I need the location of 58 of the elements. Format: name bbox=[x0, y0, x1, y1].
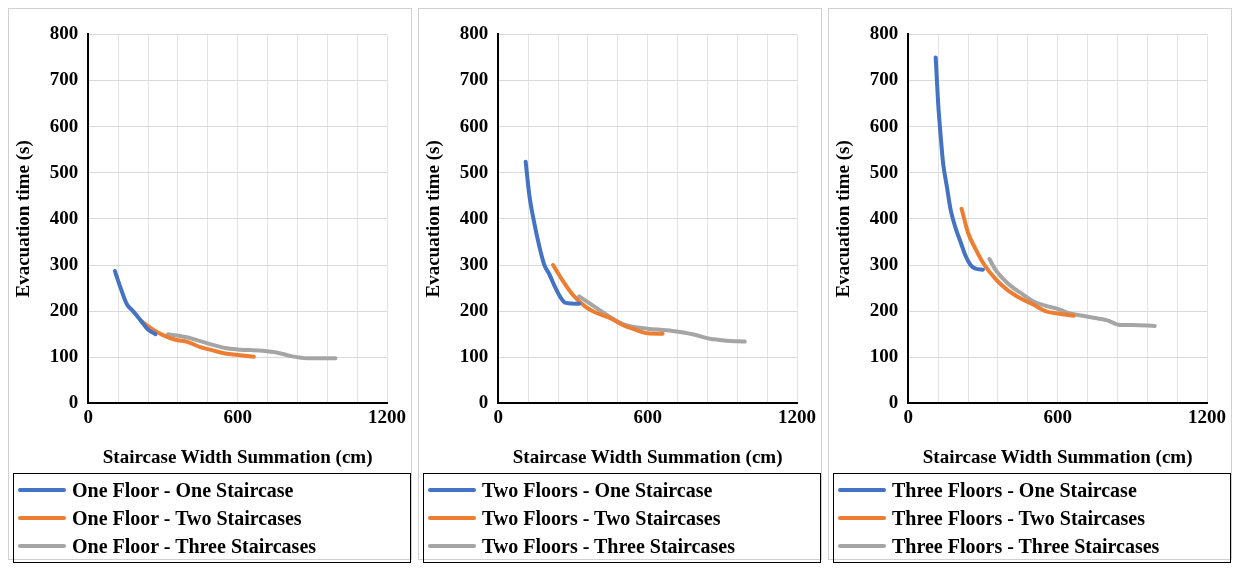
legend-label: Two Floors - One Staircase bbox=[482, 478, 713, 502]
y-tick-label: 300 bbox=[869, 252, 899, 274]
y-tick-label: 600 bbox=[49, 114, 79, 136]
line-series bbox=[933, 55, 985, 272]
y-tick-label: 400 bbox=[459, 206, 489, 228]
legend-label: Two Floors - Two Staircases bbox=[482, 506, 721, 530]
y-tick-label: 400 bbox=[49, 206, 79, 228]
y-tick-label: 800 bbox=[459, 22, 489, 44]
legend-label: Three Floors - One Staircase bbox=[892, 478, 1137, 502]
legend-label: One Floor - Two Staircases bbox=[72, 506, 302, 530]
y-axis-title: Evacuation time (s) bbox=[12, 140, 35, 298]
x-tick-label: 1200 bbox=[368, 405, 406, 427]
y-axis-title: Evacuation time (s) bbox=[422, 140, 445, 298]
x-tick-label: 600 bbox=[1043, 405, 1072, 427]
y-tick-label: 200 bbox=[869, 299, 899, 321]
line-series bbox=[987, 257, 1157, 328]
legend-label: Two Floors - Three Staircases bbox=[482, 534, 735, 558]
line-series bbox=[959, 206, 1076, 318]
y-tick-label: 300 bbox=[49, 252, 79, 274]
y-tick-label: 700 bbox=[459, 68, 489, 90]
x-tick-label: 600 bbox=[633, 405, 662, 427]
y-tick-label: 800 bbox=[49, 22, 79, 44]
y-tick-label: 500 bbox=[869, 160, 899, 182]
y-tick-label: 500 bbox=[49, 160, 79, 182]
y-tick-label: 0 bbox=[888, 391, 899, 413]
y-tick-label: 400 bbox=[869, 206, 899, 228]
y-tick-label: 500 bbox=[459, 160, 489, 182]
y-tick-label: 100 bbox=[459, 345, 489, 367]
y-tick-label: 800 bbox=[869, 22, 899, 44]
y-tick-label: 0 bbox=[478, 391, 489, 413]
y-tick-label: 700 bbox=[869, 68, 899, 90]
y-tick-label: 700 bbox=[49, 68, 79, 90]
y-tick-label: 300 bbox=[459, 252, 489, 274]
y-tick-label: 600 bbox=[459, 114, 489, 136]
x-axis-title: Staircase Width Summation (cm) bbox=[102, 445, 373, 468]
x-axis-title: Staircase Width Summation (cm) bbox=[922, 445, 1193, 468]
y-axis-title: Evacuation time (s) bbox=[832, 140, 855, 298]
y-tick-label: 100 bbox=[49, 345, 79, 367]
line-series bbox=[551, 263, 665, 336]
x-tick-label: 0 bbox=[903, 405, 914, 427]
legend-label: One Floor - Three Staircases bbox=[72, 534, 317, 558]
x-axis-title: Staircase Width Summation (cm) bbox=[512, 445, 783, 468]
line-series bbox=[112, 269, 158, 337]
y-tick-label: 0 bbox=[68, 391, 79, 413]
y-tick-label: 600 bbox=[869, 114, 899, 136]
legend-label: Three Floors - Three Staircases bbox=[892, 534, 1160, 558]
legend-label: One Floor - One Staircase bbox=[72, 478, 294, 502]
x-tick-label: 0 bbox=[83, 405, 94, 427]
y-tick-label: 100 bbox=[869, 345, 899, 367]
x-tick-label: 1200 bbox=[778, 405, 816, 427]
y-tick-label: 200 bbox=[49, 299, 79, 321]
x-tick-label: 0 bbox=[493, 405, 504, 427]
line-series bbox=[165, 332, 338, 361]
x-tick-label: 600 bbox=[223, 405, 252, 427]
y-tick-label: 200 bbox=[459, 299, 489, 321]
x-tick-label: 1200 bbox=[1188, 405, 1226, 427]
legend-label: Three Floors - Two Staircases bbox=[892, 506, 1145, 530]
line-series bbox=[523, 159, 582, 306]
